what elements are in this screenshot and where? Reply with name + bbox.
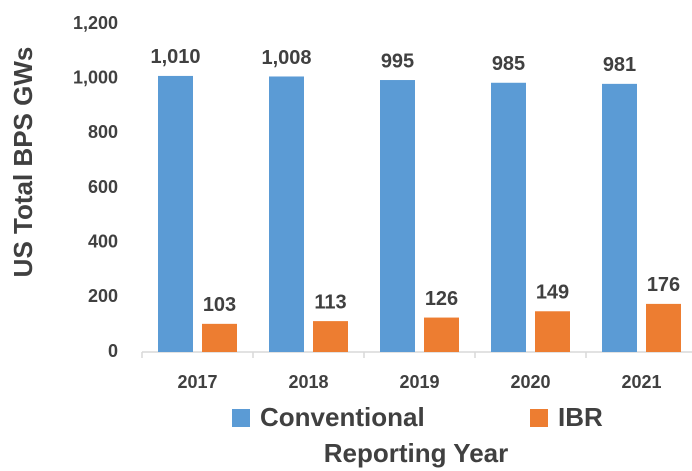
- y-axis-title: US Total BPS GWs: [8, 47, 38, 278]
- bar: [202, 323, 237, 352]
- data-label: 981: [603, 54, 636, 76]
- bar: [313, 321, 348, 352]
- bar: [535, 311, 570, 352]
- y-tick-label: 1,000: [73, 67, 118, 87]
- bar: [269, 76, 304, 352]
- x-tick-label: 2019: [399, 372, 439, 392]
- legend-label: IBR: [558, 402, 603, 432]
- legend-swatch: [530, 409, 548, 427]
- bar: [602, 83, 637, 353]
- y-tick-label: 800: [88, 122, 118, 142]
- x-tick-label: 2017: [177, 372, 217, 392]
- y-tick-label: 600: [88, 177, 118, 197]
- data-label: 1,010: [150, 46, 200, 68]
- bar: [158, 75, 193, 352]
- y-tick-label: 200: [88, 286, 118, 306]
- legend-swatch: [232, 409, 250, 427]
- data-label: 103: [203, 294, 236, 316]
- data-label: 176: [647, 274, 680, 296]
- data-label: 995: [381, 50, 414, 72]
- x-tick-label: 2018: [288, 372, 328, 392]
- bar: [646, 303, 681, 352]
- x-tick-label: 2020: [510, 372, 550, 392]
- x-tick-label: 2021: [621, 372, 661, 392]
- bar: [380, 80, 415, 353]
- legend-label: Conventional: [260, 402, 425, 432]
- data-label: 126: [425, 288, 458, 310]
- data-label: 149: [536, 282, 569, 304]
- data-label: 1,008: [261, 47, 311, 69]
- x-axis-title: Reporting Year: [324, 438, 508, 468]
- data-label: 113: [314, 291, 346, 313]
- bar: [491, 82, 526, 353]
- y-tick-label: 1,200: [73, 13, 118, 33]
- bar: [424, 317, 459, 352]
- y-tick-label: 400: [88, 231, 118, 251]
- data-label: 985: [492, 53, 525, 75]
- y-tick-label: 0: [108, 341, 118, 361]
